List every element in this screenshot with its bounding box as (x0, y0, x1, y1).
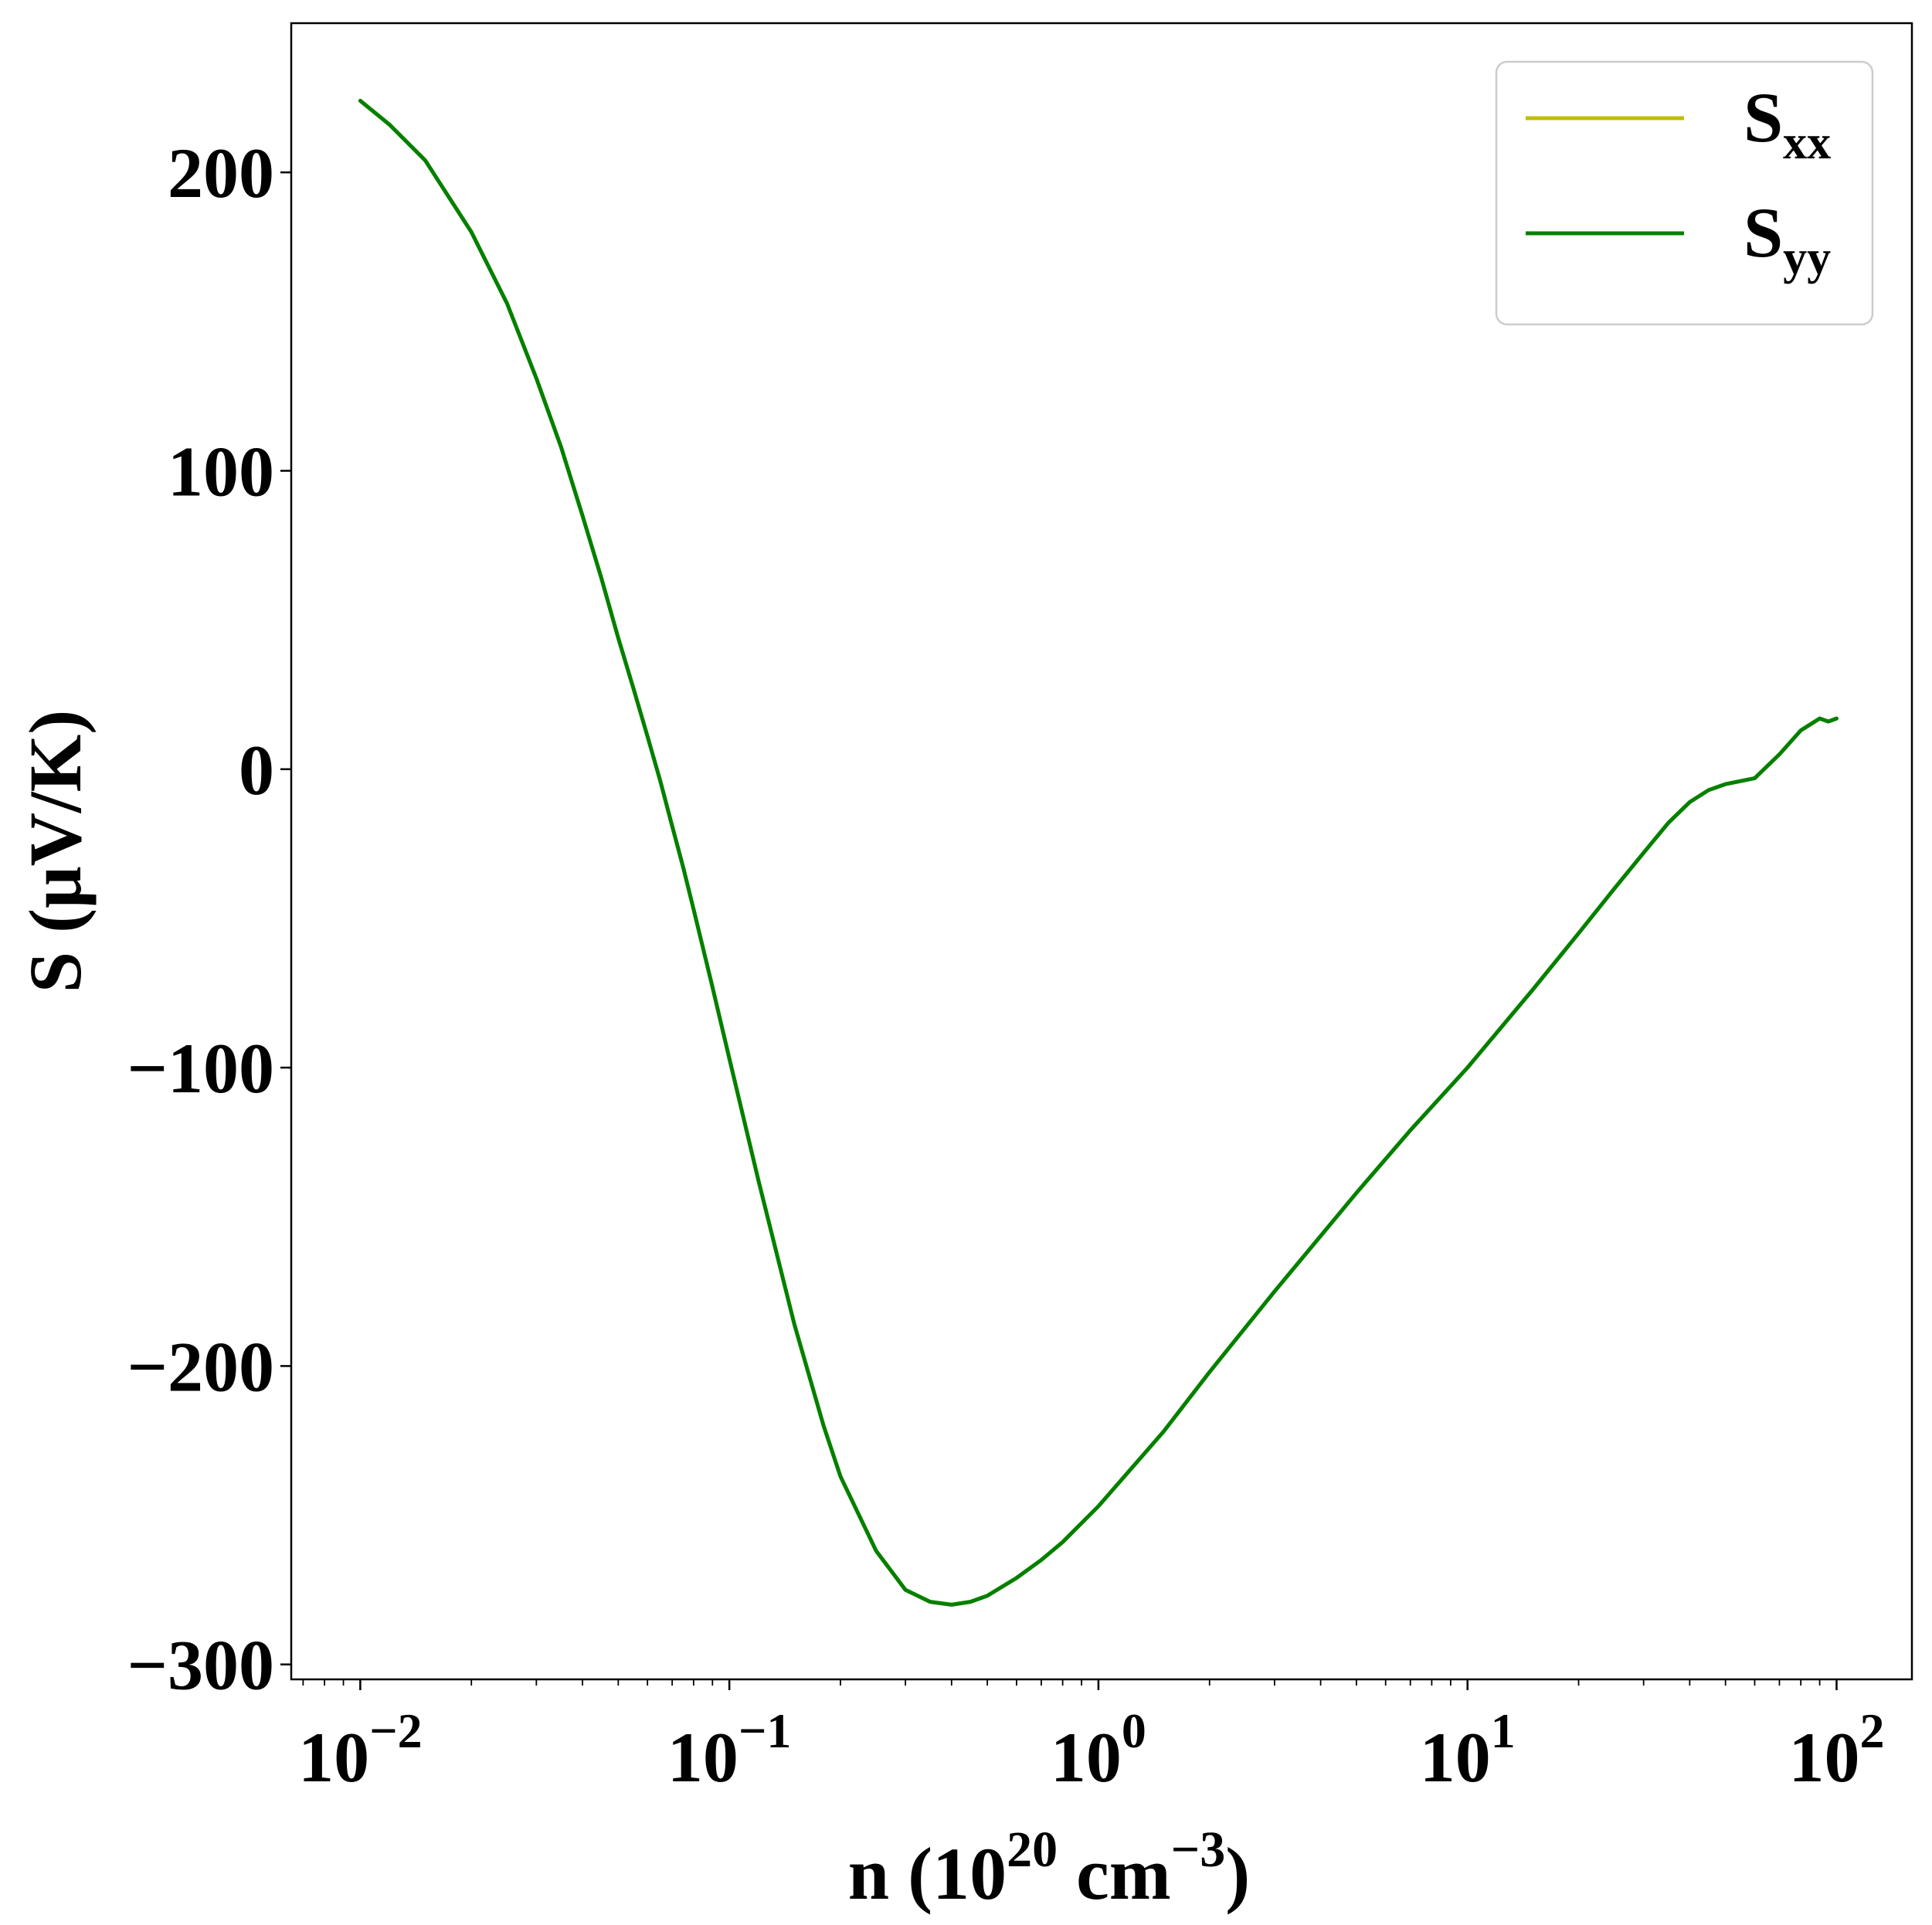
y-tick-label: 100 (168, 432, 274, 511)
y-tick-label: 200 (168, 134, 274, 212)
x-tick-label: 102 (1788, 1703, 1884, 1797)
x-axis-label: n (1020 cm−3) (848, 1821, 1251, 1915)
y-tick-label: 0 (239, 731, 274, 810)
y-tick-label: −300 (127, 1626, 274, 1705)
legend-label-syy: Syy (1744, 193, 1831, 284)
plot-frame (290, 22, 1913, 1681)
x-minor-ticks (302, 1679, 1821, 1686)
legend-label-sxx: Sxx (1744, 78, 1831, 169)
legend-frame (1495, 60, 1874, 326)
y-axis: 200 100 0 −100 −200 −300 (127, 134, 291, 1705)
x-tick-label: 101 (1420, 1703, 1516, 1797)
series-line-syy (358, 98, 1839, 1607)
legend: Sxx Syy (1495, 60, 1874, 326)
x-tick-label: 10−2 (298, 1703, 422, 1797)
y-axis-label: S (μV/K) (14, 710, 97, 993)
x-tick-label: 100 (1051, 1703, 1146, 1797)
y-tick-label: −200 (127, 1327, 274, 1406)
x-axis: 10−2 10−1 100 101 102 (298, 1679, 1884, 1797)
series-layer (358, 98, 1839, 1607)
x-tick-label: 10−1 (667, 1703, 791, 1797)
y-tick-label: −100 (127, 1029, 274, 1108)
